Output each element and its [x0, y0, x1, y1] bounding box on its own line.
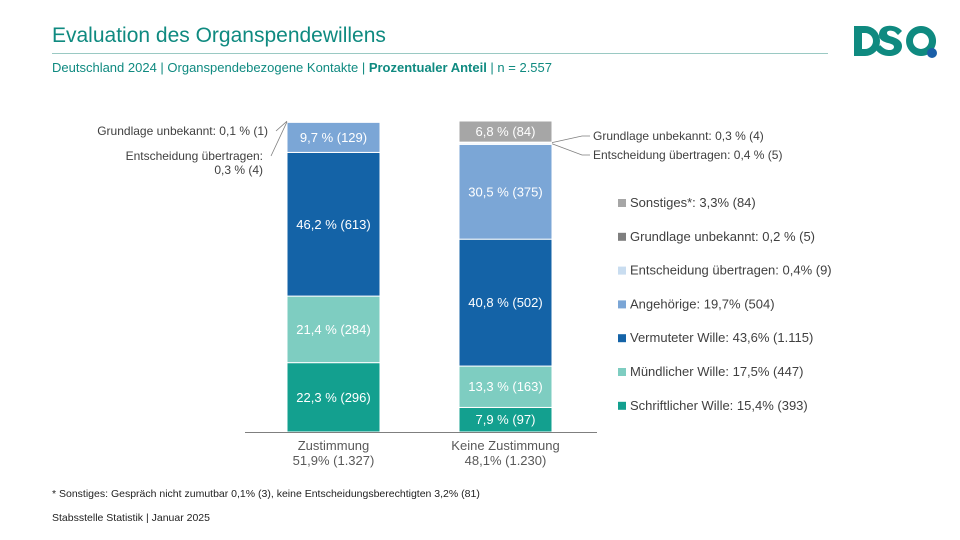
- bar-segment-grundlage-unbekannt-0: [286, 120, 381, 123]
- bar-segment-schriftlicher-wille-1: [458, 406, 553, 433]
- data-label-angehoerige-1: 30,5 % (375): [468, 184, 542, 199]
- callout-label-0-0: Grundlage unbekannt: 0,1 % (1): [97, 124, 268, 138]
- callout-leader-1: [270, 121, 288, 157]
- footnote: * Sonstiges: Gespräch nicht zumutbar 0,1…: [52, 488, 480, 500]
- category-sublabel-1: 48,1% (1.230): [465, 453, 547, 468]
- bar-segment-vermuteter-wille-0: [286, 151, 381, 297]
- bar-segment-muendlicher-wille-1: [458, 365, 553, 408]
- category-label-1: Keine Zustimmung: [451, 438, 559, 453]
- legend-label-schriftlicher-wille: Schriftlicher Wille: 15,4% (393): [630, 398, 808, 413]
- legend-label-muendlicher-wille: Mündlicher Wille: 17,5% (447): [630, 364, 803, 379]
- page-title: Evaluation des Organspendewillens: [52, 24, 386, 47]
- data-label-angehoerige-0: 9,7 % (129): [300, 130, 367, 145]
- legend-label-angehoerige: Angehörige: 19,7% (504): [630, 296, 775, 311]
- category-label-0: Zustimmung: [298, 438, 370, 453]
- subtitle-suffix: | n = 2.557: [486, 60, 552, 75]
- legend-swatch-schriftlicher-wille: [618, 401, 626, 410]
- bar-segment-schriftlicher-wille-0: [286, 362, 381, 433]
- callout-label-3-0: Entscheidung übertragen: 0,4 % (5): [593, 148, 782, 162]
- source-line: Stabsstelle Statistik | Januar 2025: [52, 512, 210, 524]
- legend-swatch-vermuteter-wille: [618, 334, 626, 343]
- legend-swatch-muendlicher-wille: [618, 368, 626, 376]
- legend-swatch-angehoerige: [618, 300, 626, 309]
- callout-label-1-1: 0,3 % (4): [214, 163, 263, 177]
- legend-label-entscheidung-uebertragen: Entscheidung übertragen: 0,4% (9): [630, 263, 832, 278]
- dso-logo-dot: [927, 48, 937, 58]
- data-label-vermuteter-wille-0: 46,2 % (613): [296, 217, 370, 232]
- callout-label-2-0: Grundlage unbekannt: 0,3 % (4): [593, 129, 764, 143]
- legend-swatch-entscheidung-uebertragen: [618, 266, 626, 275]
- title-divider: [52, 53, 828, 54]
- subtitle-emphasis: Prozentualer Anteil: [368, 60, 487, 75]
- data-label-muendlicher-wille-1: 13,3 % (163): [468, 379, 542, 394]
- data-label-muendlicher-wille-0: 21,4 % (284): [296, 322, 370, 337]
- data-label-vermuteter-wille-1: 40,8 % (502): [468, 295, 542, 310]
- legend-label-grundlage-unbekannt: Grundlage unbekannt: 0,2 % (5): [630, 229, 815, 244]
- data-label-schriftlicher-wille-1: 7,9 % (97): [476, 412, 536, 427]
- page-subtitle: Deutschland 2024 | Organspendebezogene K…: [52, 60, 552, 75]
- bar-segment-sonstiges-1: [458, 120, 553, 143]
- legend-swatch-sonstiges: [618, 199, 626, 207]
- legend-swatch-grundlage-unbekannt: [618, 232, 626, 241]
- data-label-sonstiges-1: 6,8 % (84): [476, 124, 536, 139]
- bar-segment-angehoerige-0: [286, 121, 381, 153]
- bar-segment-vermuteter-wille-1: [458, 238, 553, 367]
- bar-segment-muendlicher-wille-0: [286, 295, 381, 364]
- data-label-schriftlicher-wille-0: 22,3 % (296): [296, 390, 370, 405]
- dso-logo-letters: [854, 25, 937, 56]
- bar-segment-angehoerige-1: [458, 143, 553, 240]
- dso-logo: [854, 25, 937, 58]
- subtitle-prefix: Deutschland 2024 | Organspendebezogene K…: [52, 60, 369, 75]
- legend-label-sonstiges: Sonstiges*: 3,3% (84): [630, 195, 756, 210]
- legend-label-vermuteter-wille: Vermuteter Wille: 43,6% (1.115): [630, 330, 813, 345]
- callout-leader-0: [275, 120, 288, 132]
- callout-leader-2: [551, 135, 590, 144]
- callout-label-1-0: Entscheidung übertragen:: [126, 149, 263, 163]
- category-sublabel-0: 51,9% (1.327): [293, 453, 375, 468]
- callout-leader-3: [551, 143, 590, 156]
